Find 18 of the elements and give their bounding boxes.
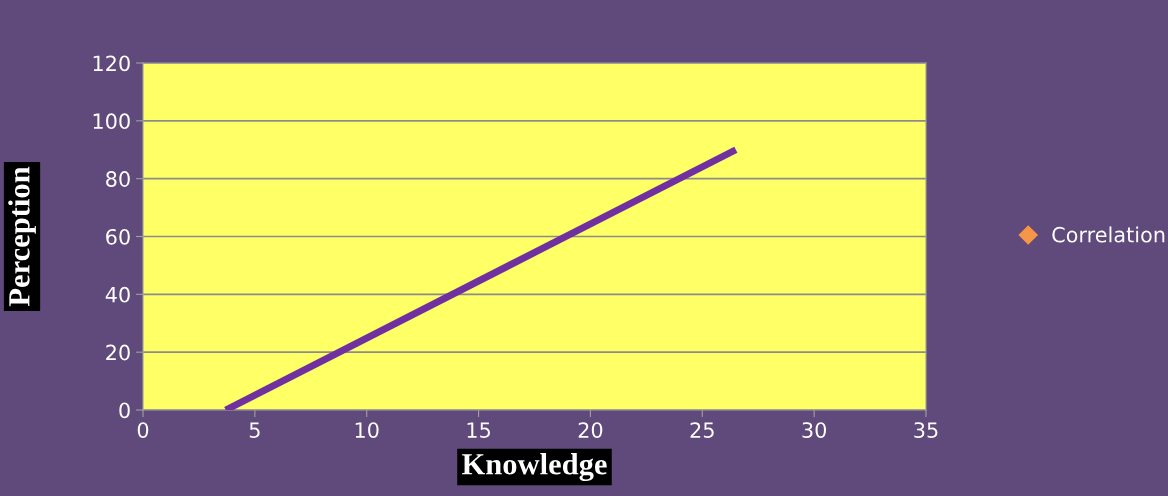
x-tick-label: 30 xyxy=(802,422,827,438)
y-tick-label: 40 xyxy=(105,286,130,303)
y-tick-label: 100 xyxy=(93,113,130,130)
y-tick-label: 80 xyxy=(106,171,130,187)
x-tick-label: 0 xyxy=(137,422,149,438)
x-axis-title: Knowledge xyxy=(462,453,607,482)
y-tick-label: 60 xyxy=(106,228,130,245)
x-tick-label: 5 xyxy=(249,422,260,438)
y-tick-label: 0 xyxy=(119,402,130,419)
y-tick-label: 120 xyxy=(93,55,130,72)
x-tick-label: 35 xyxy=(914,422,938,438)
x-tick-label: 20 xyxy=(578,422,603,438)
legend-label: Correlation xyxy=(1052,226,1165,243)
x-tick-label: 10 xyxy=(355,422,379,438)
x-tick-label: 25 xyxy=(690,422,714,438)
x-tick-label: 15 xyxy=(467,422,491,438)
y-tick-label: 20 xyxy=(106,344,130,361)
y-axis-title: Perception xyxy=(8,166,36,307)
